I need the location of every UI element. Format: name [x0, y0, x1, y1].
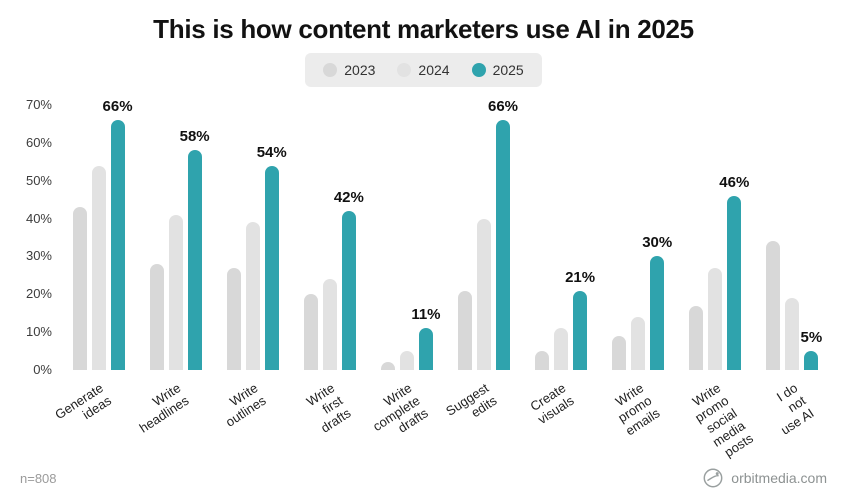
bar-value-label: 11% — [411, 306, 441, 324]
bar-value-label: 58% — [179, 128, 210, 146]
y-axis-tick-label: 20% — [25, 286, 52, 302]
y-axis-tick-label: 70% — [25, 97, 52, 112]
x-axis-category-label: Write promo emails — [612, 380, 663, 439]
bar-value-label: 54% — [256, 143, 287, 161]
bar-trio: 5% — [766, 105, 822, 370]
legend-swatch-2024 — [397, 63, 412, 77]
bar-2025: 21% — [565, 269, 595, 370]
bar-group: 66% Generate ideas — [53, 98, 137, 422]
source-text: orbitmedia.com — [731, 470, 827, 486]
x-axis-category-label: Write outlines — [222, 380, 269, 430]
x-axis-category-label: I do not use AI — [773, 380, 817, 438]
bar-2023 — [458, 290, 473, 370]
bar-2025: 42% — [334, 189, 364, 370]
bar-2025: 66% — [488, 98, 518, 370]
bar-group: 30% Write promo emails — [600, 105, 677, 438]
bar-2024 — [168, 214, 183, 370]
bar-trio: 54% — [226, 105, 287, 370]
footer: n=808 orbitmedia.com — [0, 467, 847, 503]
y-axis-tick-label: 10% — [25, 324, 52, 340]
bar-trio: 66% — [458, 98, 518, 370]
bar-2024 — [91, 165, 106, 370]
orbitmedia-logo-icon — [703, 468, 723, 488]
bar-2025: 11% — [411, 306, 441, 370]
legend: 2023 2024 2025 — [305, 53, 542, 87]
bar-trio: 58% — [149, 105, 210, 370]
y-axis-tick-label: 30% — [25, 248, 52, 264]
y-axis-tick-label: 40% — [25, 210, 52, 226]
bar-trio: 30% — [612, 105, 672, 370]
x-axis-category-label: Suggest edits — [443, 380, 500, 421]
y-axis-tick-label: 50% — [25, 172, 52, 188]
x-axis-category-label: Write complete drafts — [370, 380, 431, 436]
bar-value-label: 46% — [719, 173, 750, 191]
legend-item-2024: 2024 — [397, 62, 450, 78]
y-axis: 70% 60% 50% 40% 30% 20% 10% 0% — [14, 97, 60, 377]
x-axis-category-label: Write first drafts — [304, 380, 354, 436]
bar-group: 66% Suggest edits — [443, 98, 522, 420]
bar-chart: 70% 60% 50% 40% 30% 20% 10% 0% 66% Generate idea… — [0, 95, 847, 460]
legend-swatch-2025 — [471, 63, 486, 77]
x-axis-category-label: Write promo social media posts — [689, 380, 756, 460]
plot-area: 66% Generate ideas 58% Write headlines 54% Wr… — [53, 98, 831, 460]
bar-2024 — [554, 328, 569, 370]
bar-2023 — [689, 305, 704, 370]
bar-2025: 46% — [719, 174, 749, 370]
bar-group: 11% Write complete drafts — [368, 105, 445, 435]
bar-2023 — [766, 241, 781, 370]
bar-2024 — [785, 298, 800, 370]
bar-2025: 30% — [642, 234, 672, 370]
bar-2024 — [477, 218, 492, 370]
sample-size: n=808 — [20, 470, 57, 486]
bar-trio: 42% — [303, 105, 364, 370]
x-axis-category-label: Write headlines — [136, 380, 192, 436]
bar-2024 — [245, 222, 260, 370]
bar-trio: 46% — [689, 105, 749, 370]
legend-item-2023: 2023 — [323, 62, 375, 78]
bar-trio: 66% — [72, 98, 133, 370]
bar-2024 — [708, 267, 723, 370]
bar-value-label: 5% — [800, 329, 823, 347]
legend-item-2025: 2025 — [471, 62, 524, 78]
y-axis-tick-label: 0% — [33, 362, 52, 377]
bar-2024 — [322, 279, 337, 370]
bar-2023 — [226, 267, 241, 370]
bar-2024 — [631, 317, 646, 370]
legend-swatch-2023 — [323, 63, 338, 77]
bar-group: 54% Write outlines — [214, 105, 291, 430]
bar-group: 5% I do not use AI — [754, 105, 831, 437]
bar-trio: 11% — [380, 105, 441, 370]
chart-title: This is how content marketers use AI in … — [153, 14, 694, 44]
bar-group: 42% Write first drafts — [291, 105, 368, 436]
bar-2025: 58% — [180, 128, 210, 370]
bar-group: 21% Create visuals — [523, 105, 600, 427]
legend-label-2025: 2025 — [492, 62, 524, 78]
bar-2023 — [612, 335, 627, 370]
bar-value-label: 21% — [565, 268, 596, 286]
bar-value-label: 42% — [333, 189, 364, 206]
bar-2025: 54% — [257, 144, 287, 370]
bar-group: 46% Write promo social media posts — [677, 105, 755, 460]
bar-value-label: 66% — [102, 98, 133, 116]
bar-2023 — [303, 294, 318, 370]
bar-2023 — [149, 264, 164, 370]
bar-2023 — [72, 207, 87, 370]
bar-group: 58% Write headlines — [137, 105, 214, 435]
x-axis-category-label: Generate ideas — [52, 380, 115, 423]
y-axis-tick-label: 60% — [25, 134, 52, 150]
bar-2025: 66% — [103, 98, 133, 370]
x-axis-category-label: Create visuals — [527, 380, 577, 427]
bar-value-label: 66% — [488, 98, 519, 116]
bar-2023 — [380, 362, 395, 370]
bar-value-label: 30% — [642, 234, 673, 252]
bar-2024 — [399, 351, 414, 370]
legend-label-2024: 2024 — [418, 62, 450, 78]
source-attribution: orbitmedia.com — [702, 467, 827, 489]
bar-2025: 5% — [801, 329, 822, 370]
bar-2023 — [535, 351, 550, 370]
bar-trio: 21% — [535, 105, 595, 370]
legend-label-2023: 2023 — [344, 62, 376, 78]
